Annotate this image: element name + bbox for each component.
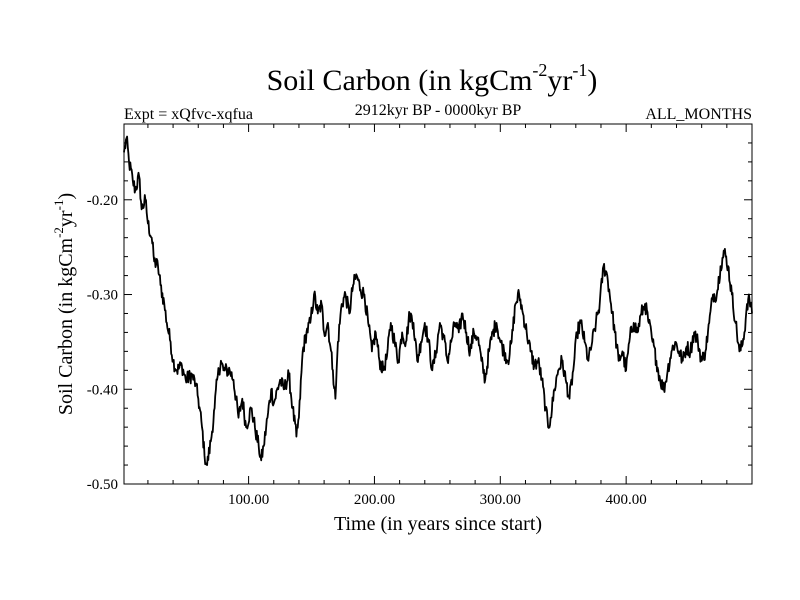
y-tick-label: -0.40	[87, 382, 118, 398]
plot-frame	[123, 123, 753, 485]
subtitle-time-range: 2912kyr BP - 0000kyr BP	[355, 102, 522, 119]
y-axis-ticks	[124, 142, 752, 466]
y-tick-label: -0.20	[87, 193, 118, 209]
y-tick-label: -0.30	[87, 288, 118, 304]
chart-title-end: )	[587, 64, 597, 97]
y-axis-label-base: Soil Carbon (in kgCm	[55, 237, 77, 415]
chart-title-sup1: -2	[532, 60, 547, 80]
x-tick-label: 400.00	[606, 492, 647, 508]
x-axis-ticks	[147, 124, 728, 484]
series-line-soil-carbon	[123, 135, 753, 466]
x-tick-label: 200.00	[354, 492, 395, 508]
x-tick-label: 300.00	[480, 492, 521, 508]
x-axis-label: Time (in years since start)	[334, 513, 542, 535]
y-axis-label-sup2: -1	[51, 200, 66, 211]
x-tick-label: 100.00	[228, 492, 269, 508]
subtitle-experiment: Expt = xQfvc-xqfua	[124, 106, 253, 123]
y-tick-label: -0.50	[87, 477, 118, 493]
y-axis-label-sup1: -2	[51, 227, 66, 238]
y-axis-tick-labels: -0.50 -0.40 -0.30 -0.20	[87, 193, 118, 493]
y-axis-label-end: )	[55, 193, 77, 200]
subtitle-months: ALL_MONTHS	[645, 106, 752, 123]
chart-title-sup2: -1	[572, 60, 587, 80]
x-axis-tick-labels: 100.00 200.00 300.00 400.00	[228, 492, 647, 508]
chart-title: Soil Carbon (in kgCm-2yr-1)	[267, 60, 598, 97]
y-axis-label-mid: yr	[55, 210, 77, 227]
chart-title-base: Soil Carbon (in kgCm	[267, 64, 533, 97]
y-axis-label: Soil Carbon (in kgCm-2yr-1)	[51, 193, 77, 415]
chart-title-mid: yr	[547, 64, 572, 97]
